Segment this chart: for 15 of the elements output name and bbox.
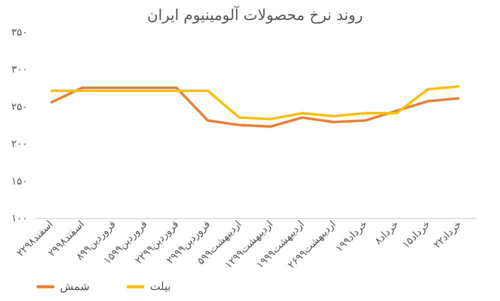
y-tick-label: ۲۵۰ <box>11 102 28 113</box>
legend-label: شمش <box>60 280 90 293</box>
y-tick-label: ۲۰۰ <box>11 139 28 150</box>
line-series <box>49 86 461 128</box>
x-tick-label: ۱۵خرداد <box>400 218 433 251</box>
y-tick-label: ۱۰۰ <box>11 214 28 224</box>
x-tick-label: ۸خرداد <box>373 218 402 248</box>
line-series <box>49 85 461 120</box>
x-tick-label: ۱خرداد۹۹ <box>334 218 370 255</box>
y-tick-label: ۳۰۰ <box>11 64 28 76</box>
chart-title: روند نرخ محصولات آلومینیوم ایران <box>147 5 363 24</box>
legend-label: بیلت <box>150 280 171 293</box>
y-tick-label: ۱۵۰ <box>11 176 28 188</box>
y-tick-label: ۳۵۰ <box>11 28 28 38</box>
x-tick-label: ۲۲خرداد <box>432 218 464 251</box>
